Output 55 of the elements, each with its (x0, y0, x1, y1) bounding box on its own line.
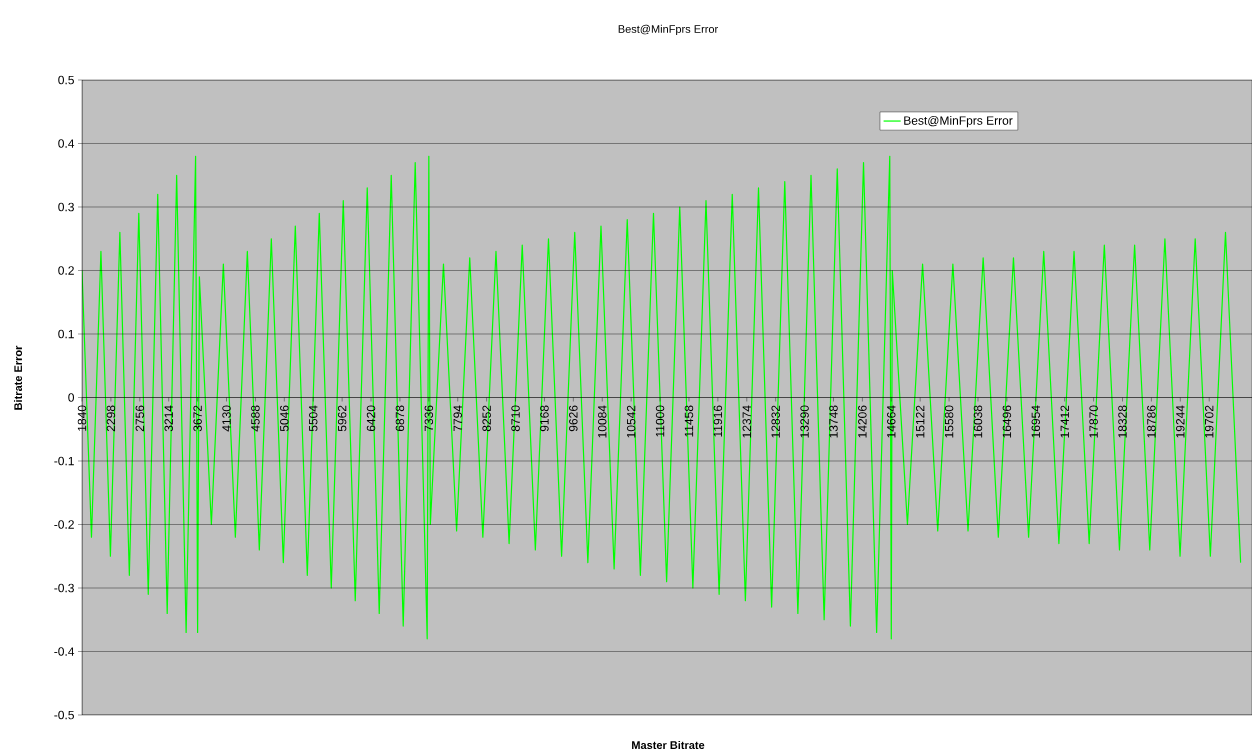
x-tick-label: 13290 (800, 405, 809, 438)
x-tick-label: 7794 (453, 405, 462, 432)
x-tick-label: 8710 (511, 405, 520, 432)
x-tick-label: 1840 (77, 405, 87, 431)
x-tick-label: 6420 (366, 405, 376, 432)
x-tick-label: 5046 (280, 405, 289, 432)
y-tick-label: 0 (68, 393, 75, 402)
x-tick-label: 5504 (308, 405, 318, 432)
x-tick-label: 11000 (655, 405, 665, 437)
x-tick-label: 8252 (482, 405, 491, 432)
y-tick-label: 0.4 (58, 139, 75, 148)
y-tick-label: 0.5 (58, 75, 74, 85)
x-tick-label: 15580 (944, 405, 954, 438)
x-tick-label: 11916 (713, 405, 723, 437)
chart-title: Best@MinFprs Error (618, 24, 719, 36)
x-tick-label: 19702 (1204, 405, 1214, 438)
x-tick-label: 6878 (395, 405, 405, 432)
y-tick-label: 0.2 (58, 266, 74, 275)
y-tick-label: -0.4 (54, 647, 75, 656)
x-axis-title: Master Bitrate (632, 740, 705, 750)
x-tick-label: 12832 (771, 405, 780, 438)
x-tick-label: 2298 (106, 405, 116, 432)
x-tick-label: 14206 (858, 405, 867, 438)
x-tick-label: 3672 (193, 405, 202, 432)
x-tick-label: 12374 (742, 405, 752, 438)
x-tick-label: 9626 (569, 405, 578, 432)
x-tick-label: 16038 (973, 405, 983, 438)
x-tick-label: 2756 (135, 405, 145, 432)
x-tick-label: 10084 (598, 405, 607, 438)
x-tick-label: 18328 (1118, 405, 1127, 438)
x-tick-label: 13748 (829, 405, 838, 438)
x-tick-label: 17412 (1060, 405, 1069, 438)
x-tick-label: 4130 (222, 405, 231, 432)
y-tick-label: -0.5 (54, 710, 74, 720)
x-tick-label: 17870 (1089, 405, 1098, 438)
x-tick-label: 9168 (540, 405, 549, 432)
y-tick-label: 0.1 (58, 329, 74, 339)
x-tick-label: 19244 (1176, 405, 1185, 438)
x-tick-label: 7336 (424, 405, 434, 432)
y-tick-label: 0.3 (58, 202, 74, 212)
x-tick-label: 16496 (1002, 405, 1012, 438)
y-tick-label: -0.1 (54, 456, 74, 466)
y-tick-label: -0.3 (54, 583, 74, 593)
x-tick-label: 16954 (1031, 405, 1041, 438)
x-tick-label: 15122 (915, 405, 925, 438)
y-tick-label: -0.2 (54, 520, 74, 529)
x-tick-label: 3214 (164, 405, 173, 432)
x-tick-label: 18786 (1147, 405, 1156, 438)
y-axis-title: Bitrate Error (13, 345, 23, 410)
x-tick-label: 14664 (887, 405, 896, 438)
x-tick-label: 5962 (337, 405, 347, 432)
x-tick-label: 10542 (626, 405, 636, 438)
x-tick-label: 4588 (251, 405, 260, 432)
x-tick-label: 11458 (684, 405, 694, 437)
legend-label: Best@MinFprs Error (904, 115, 1013, 128)
